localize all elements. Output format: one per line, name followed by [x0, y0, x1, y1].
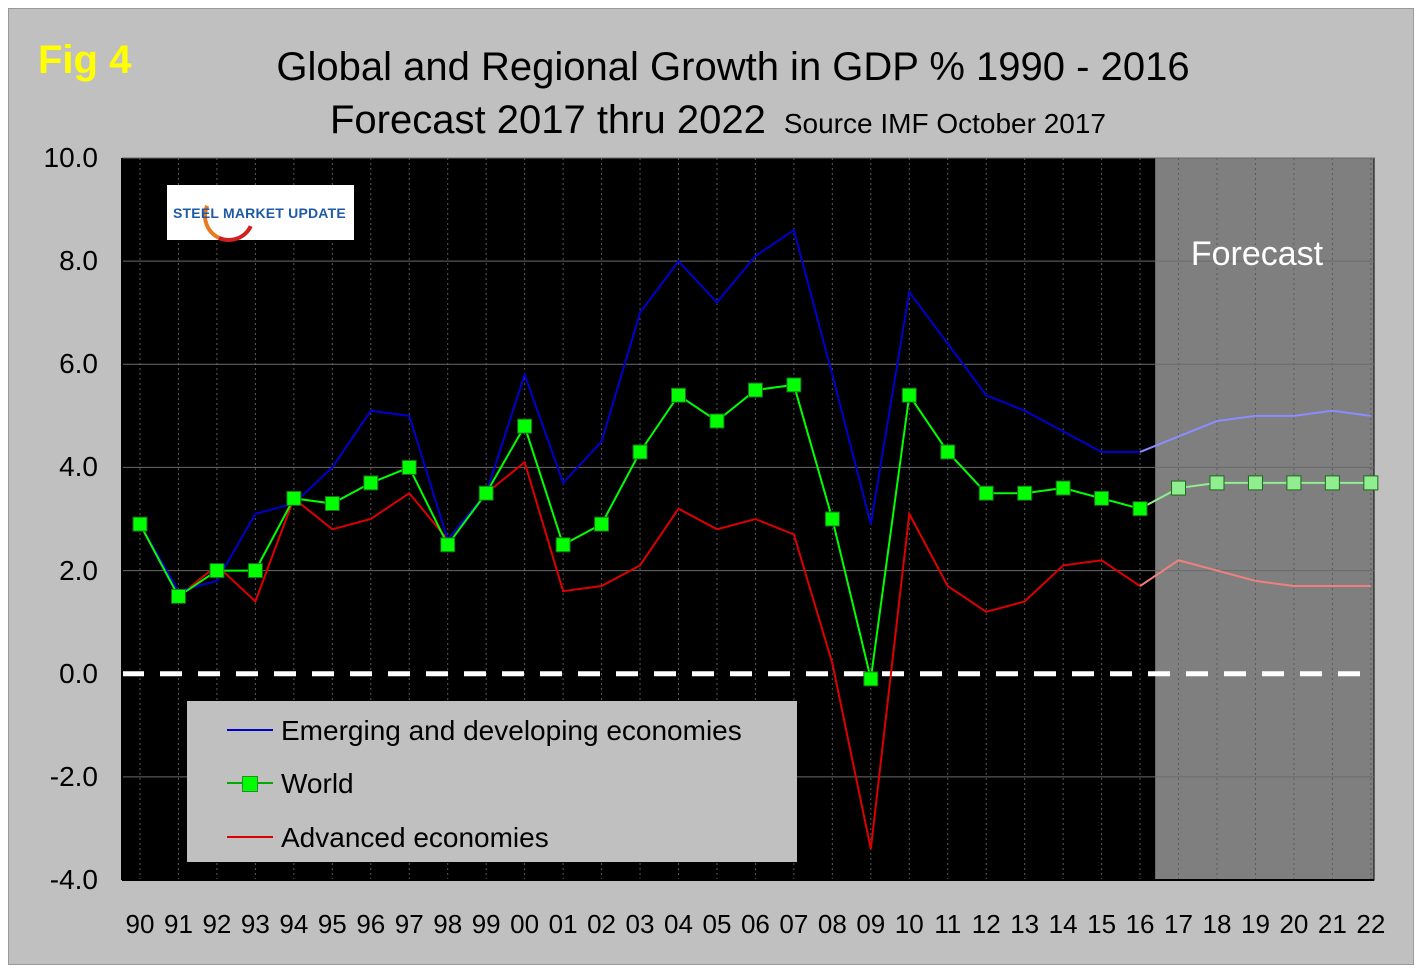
x-tick-label: 06: [740, 909, 770, 939]
data-point-world: [1324, 475, 1340, 491]
series-line-advanced: [139, 460, 1141, 850]
data-point-world: [247, 563, 263, 579]
data-point-world: [940, 444, 956, 460]
y-tick-label: 4.0: [59, 451, 98, 483]
x-tick-label: 01: [548, 909, 578, 939]
data-point-world: [747, 382, 763, 398]
legend-swatch-advanced: [227, 836, 273, 838]
data-point-world: [594, 516, 610, 532]
data-point-world: [363, 475, 379, 491]
data-point-world: [440, 537, 456, 553]
data-point-world: [670, 387, 686, 403]
y-tick-label: 0.0: [59, 657, 98, 689]
x-tick-label: 93: [240, 909, 270, 939]
data-point-world: [209, 563, 225, 579]
data-point-world: [1171, 480, 1187, 496]
x-tick-label: 11: [934, 909, 962, 939]
data-point-world: [478, 485, 494, 501]
x-tick-label: 91: [163, 909, 193, 939]
logo-text-rest: MARKET UPDATE: [218, 205, 346, 221]
x-tick-label: 10: [894, 909, 924, 939]
logo-text-steel: STEEL: [173, 205, 219, 221]
x-tick-label: 12: [971, 909, 1001, 939]
x-tick-label: 22: [1356, 909, 1386, 939]
data-point-world: [1286, 475, 1302, 491]
logo-text: STEEL MARKET UPDATE: [173, 205, 346, 221]
x-tick-label: 04: [664, 909, 693, 939]
y-tick-label: -4.0: [49, 864, 98, 895]
x-tick-label: 94: [279, 909, 309, 939]
data-point-world: [786, 377, 802, 393]
x-tick-label: 15: [1087, 909, 1117, 939]
x-tick-label: 17: [1164, 909, 1193, 939]
legend-swatch-emerging: [227, 729, 273, 731]
x-tick-label: 98: [433, 909, 463, 939]
data-point-world: [1247, 475, 1263, 491]
x-tick-label: 20: [1279, 909, 1309, 939]
chart-title: Global and Regional Growth in GDP % 1990…: [276, 45, 1190, 89]
legend-marker-world: [242, 776, 258, 792]
data-point-world: [555, 537, 571, 553]
data-point-world: [1209, 475, 1225, 491]
series-line-emerging: [139, 228, 1141, 593]
legend-label-world: World: [281, 768, 354, 799]
chart-subtitle: Forecast 2017 thru 2022 Source IMF Octobe…: [330, 98, 1106, 143]
x-tick-label: 96: [356, 909, 386, 939]
chart-source: Source IMF October 2017: [783, 108, 1106, 139]
data-point-world: [632, 444, 648, 460]
x-tick-label: 08: [817, 909, 847, 939]
x-tick-label: 92: [202, 909, 232, 939]
data-point-world: [132, 516, 148, 532]
data-point-world: [401, 459, 417, 475]
x-tick-label: 18: [1202, 909, 1232, 939]
legend-label-advanced: Advanced economies: [281, 822, 549, 853]
y-tick-label: -2.0: [49, 760, 98, 792]
data-point-world: [1094, 490, 1110, 506]
series-line-emerging-forecast: [1139, 409, 1371, 453]
y-tick-label: 6.0: [59, 348, 98, 380]
data-point-world: [170, 588, 186, 604]
forecast-region: [1154, 157, 1375, 881]
data-point-world: [517, 418, 533, 434]
chart-legend: Emerging and developing economies World …: [187, 701, 797, 862]
x-tick-label: 14: [1048, 909, 1078, 939]
forecast-label: Forecast: [1190, 235, 1324, 273]
y-tick-label: 10.0: [43, 142, 99, 173]
x-tick-label: 02: [587, 909, 617, 939]
x-tick-label: 99: [471, 909, 501, 939]
data-point-world: [709, 413, 725, 429]
data-point-world: [1017, 485, 1033, 501]
series-line-advanced-forecast: [1139, 559, 1371, 588]
data-point-world: [1132, 501, 1148, 517]
data-point-world: [286, 490, 302, 506]
data-point-world: [1363, 475, 1379, 491]
steel-market-update-logo: STEEL MARKET UPDATE: [167, 182, 354, 250]
data-point-world: [1055, 480, 1071, 496]
data-point-world: [324, 496, 340, 512]
x-tick-label: 19: [1240, 909, 1270, 939]
data-point-world: [863, 671, 879, 687]
x-tick-label: 03: [625, 909, 655, 939]
legend-label-emerging: Emerging and developing economies: [281, 715, 742, 746]
x-tick-label: 95: [317, 909, 347, 939]
x-tick-label: 00: [510, 909, 540, 939]
x-tick-label: 21: [1317, 909, 1347, 939]
x-tick-label: 97: [394, 909, 424, 939]
x-tick-label: 90: [125, 909, 155, 939]
subtitle-text: Forecast 2017 thru 2022: [330, 98, 766, 142]
x-tick-label: 09: [856, 909, 886, 939]
figure-label: Fig 4: [38, 38, 132, 82]
y-tick-label: 8.0: [59, 245, 98, 277]
x-tick-label: 16: [1125, 909, 1155, 939]
x-tick-label: 07: [779, 909, 809, 939]
x-tick-label: 05: [702, 909, 732, 939]
x-tick-label: 13: [1010, 909, 1040, 939]
data-point-world: [901, 387, 917, 403]
y-tick-label: 2.0: [59, 554, 98, 586]
data-point-world: [978, 485, 994, 501]
data-point-world: [824, 511, 840, 527]
